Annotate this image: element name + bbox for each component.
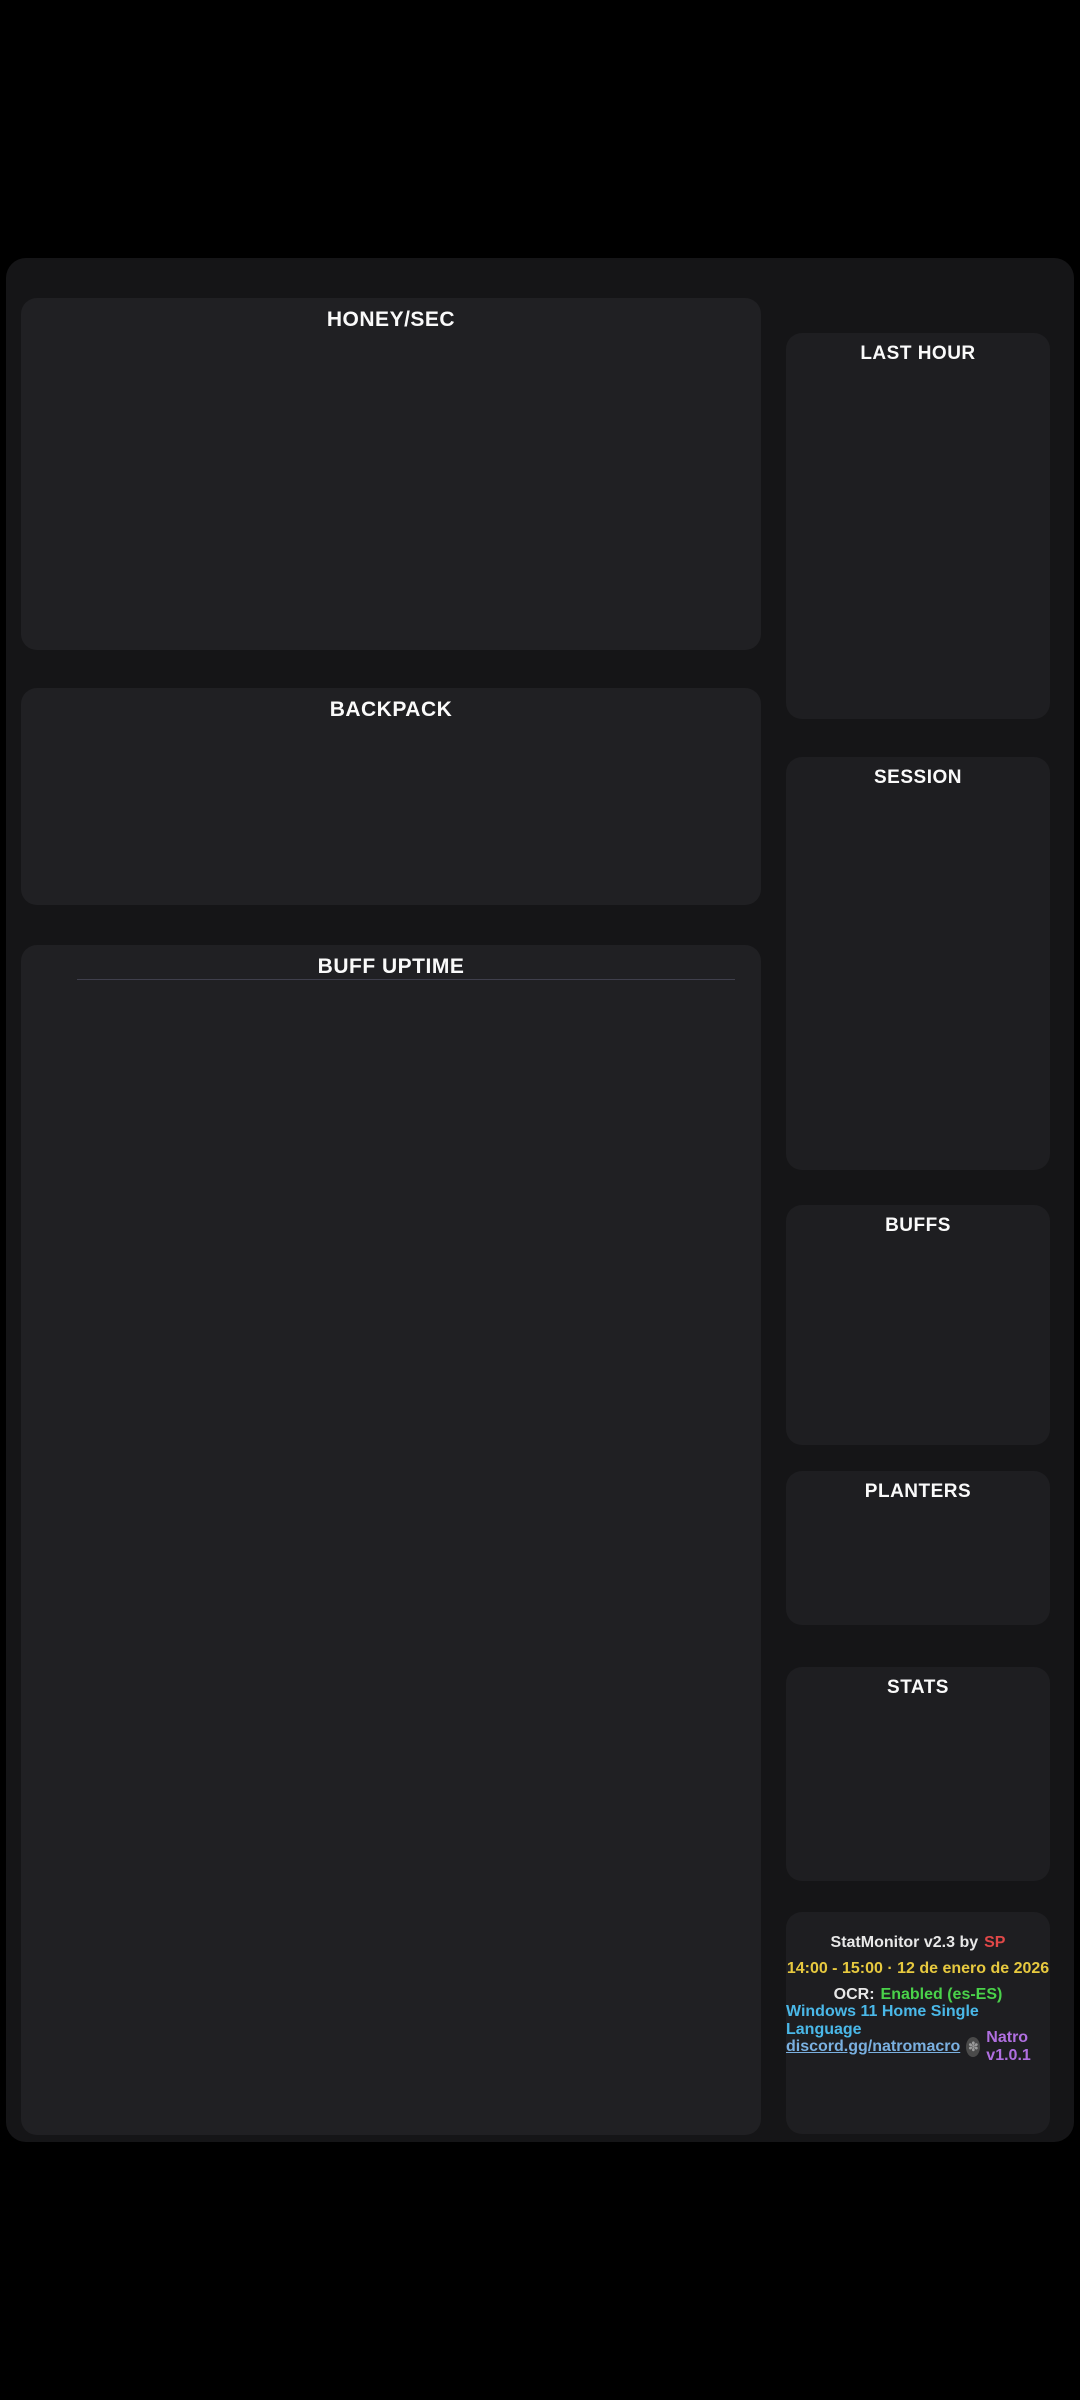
- stats-title: STATS: [887, 1677, 949, 1698]
- honey-per-sec-title: HONEY/SEC: [326, 308, 456, 331]
- buffs-panel: BUFFS: [786, 1205, 1050, 1445]
- buffs-title: BUFFS: [885, 1215, 951, 1236]
- last-hour-pie-chart: [810, 425, 902, 517]
- date-range-line: 14:00 - 15:00 · 12 de enero de 2026: [787, 1958, 1049, 1979]
- ocr-line: OCR: Enabled (es-ES): [834, 1984, 1003, 2005]
- natro-version: Natro v1.0.1: [986, 2028, 1031, 2064]
- discord-link[interactable]: discord.gg/natromacro: [786, 2037, 961, 2055]
- backpack-panel: BACKPACK: [21, 688, 761, 905]
- honey-per-sec-panel: HONEY/SEC: [21, 298, 761, 650]
- buff-uptime-time-axis: [77, 979, 735, 1026]
- ocr-label: OCR:: [833, 1985, 875, 2003]
- app-version-text: StatMonitor v2.3 by: [830, 1933, 979, 1951]
- stat-monitor-dashboard: HONEY/SEC BACKPACK BUFF UPTIME LAST HOUR…: [6, 258, 1074, 2142]
- discord-line: discord.gg/natromacro ✽ Natro v1.0.1: [786, 2029, 1050, 2064]
- session-trend-chart: [786, 1005, 1050, 1161]
- app-version-line: StatMonitor v2.3 by SP: [831, 1932, 1006, 1953]
- info-lines: StatMonitor v2.3 by SP 14:00 - 15:00 · 1…: [786, 1932, 1050, 2064]
- planters-title: PLANTERS: [864, 1481, 972, 1502]
- stats-panel: STATS: [786, 1667, 1050, 1881]
- info-panel: StatMonitor v2.3 by SP 14:00 - 15:00 · 1…: [786, 1912, 1050, 2134]
- os-line: Windows 11 Home Single Language: [786, 2003, 1050, 2038]
- backpack-title: BACKPACK: [329, 698, 453, 721]
- buff-uptime-title: BUFF UPTIME: [317, 955, 465, 978]
- os-name: Windows 11 Home Single Language: [786, 2002, 979, 2038]
- buff-uptime-panel: BUFF UPTIME: [21, 945, 761, 2135]
- backpack-chart: [21, 716, 761, 900]
- app-author: SP: [984, 1933, 1006, 1951]
- last-hour-title: LAST HOUR: [860, 343, 976, 364]
- ocr-status: Enabled (es-ES): [880, 1985, 1003, 2003]
- session-panel: SESSION: [786, 757, 1050, 1170]
- date-range-text: 14:00 - 15:00 · 12 de enero de 2026: [786, 1959, 1050, 1977]
- session-title: SESSION: [874, 767, 962, 788]
- honey-per-sec-chart: [21, 328, 761, 640]
- natro-logo-icon: ✽: [966, 2036, 981, 2057]
- last-hour-panel: LAST HOUR: [786, 333, 1050, 719]
- planters-panel: PLANTERS: [786, 1471, 1050, 1625]
- session-pie-chart: [810, 879, 902, 971]
- last-hour-trend-chart: [786, 557, 1050, 713]
